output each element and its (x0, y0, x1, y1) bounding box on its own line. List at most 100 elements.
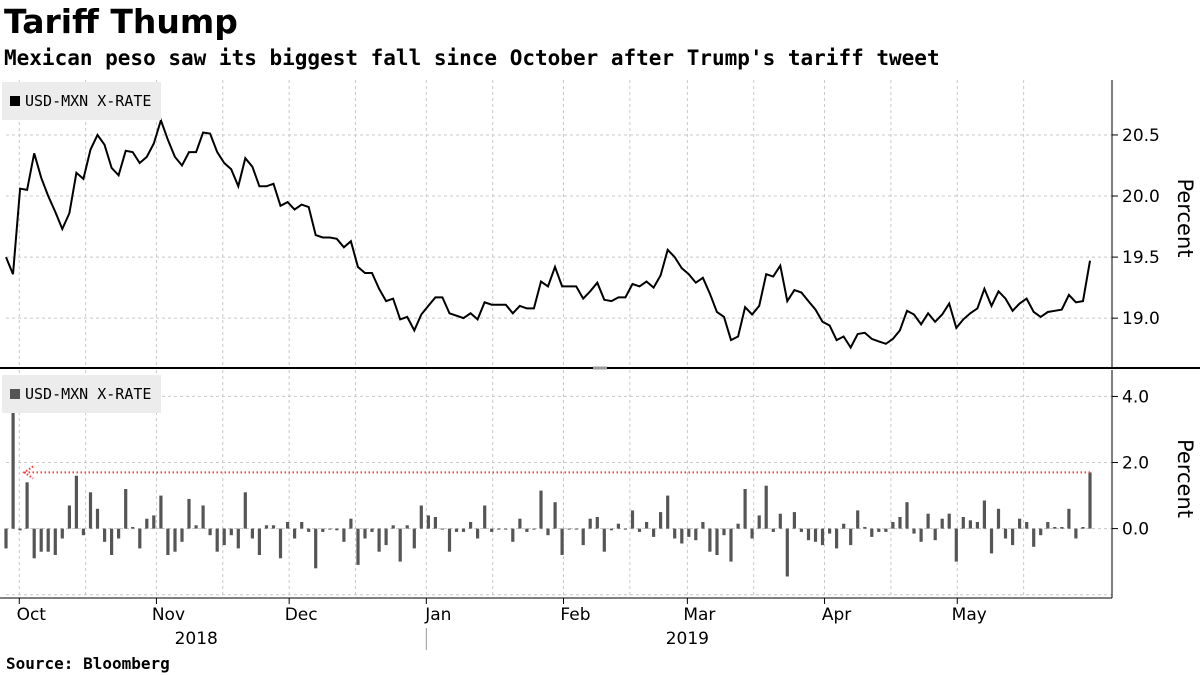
bar (363, 528, 367, 539)
bar (67, 505, 71, 529)
bar (412, 528, 416, 549)
bar (560, 528, 564, 555)
bar (743, 489, 747, 529)
bar (405, 525, 409, 529)
bar (103, 528, 107, 542)
top-legend: USD-MXN X-RATE (2, 82, 162, 120)
bar (152, 515, 156, 529)
bar (286, 522, 290, 529)
bar (95, 508, 100, 529)
bar (982, 500, 986, 529)
source-note: Source: Bloomberg (6, 654, 170, 673)
bar (321, 528, 325, 532)
bar (673, 528, 677, 539)
bar (722, 528, 726, 536)
bar (912, 528, 916, 534)
bar (138, 528, 142, 549)
bar (81, 528, 85, 536)
bar (145, 518, 149, 529)
top-y-tick-label: 20.5 (1122, 126, 1160, 146)
x-tick-label-oct: Oct (17, 605, 47, 625)
bar (574, 528, 578, 530)
top-y-tick-label: 19.0 (1122, 309, 1160, 329)
x-tick-label-may: May (952, 605, 987, 625)
bar (117, 528, 121, 539)
bottom-legend-label: USD-MXN X-RATE (25, 385, 152, 403)
bar (88, 492, 93, 529)
bar (391, 525, 395, 529)
line-series (5, 117, 1091, 350)
legend-swatch (10, 389, 20, 399)
bar (729, 528, 733, 562)
bar (264, 525, 269, 529)
bar (933, 528, 937, 541)
bar (1081, 527, 1085, 529)
bar (370, 528, 374, 532)
bar (609, 528, 613, 531)
bar-series (4, 409, 1092, 577)
bar (666, 495, 670, 529)
bottom-y-axis-title: Percent (1173, 439, 1197, 518)
bar (469, 522, 473, 529)
axes (0, 80, 1200, 650)
bar (588, 518, 592, 529)
bar (173, 528, 177, 552)
bar (1011, 528, 1015, 546)
bar (659, 512, 663, 529)
bar (806, 528, 811, 541)
bar (124, 489, 128, 529)
bar (25, 482, 29, 529)
bar (1053, 527, 1057, 529)
bar (461, 528, 466, 532)
bar (954, 528, 958, 562)
bar (750, 528, 754, 539)
x-tick-label-dec: Dec (285, 605, 318, 625)
bar (46, 528, 50, 552)
bar (532, 528, 536, 530)
bar (778, 513, 782, 529)
x-tick-label-apr: Apr (822, 605, 851, 625)
bar (11, 409, 15, 529)
bar (708, 528, 712, 552)
x-tick-label-nov: Nov (152, 605, 185, 625)
bar (39, 528, 43, 552)
bar (863, 527, 867, 529)
bottom-y-tick-label: 4.0 (1122, 387, 1149, 407)
bar (996, 508, 1001, 529)
bar (328, 528, 332, 530)
bar (842, 523, 846, 529)
bar (53, 528, 57, 555)
bar (1060, 527, 1064, 529)
bottom-legend: USD-MXN X-RATE (2, 375, 162, 413)
bar (616, 523, 620, 529)
bar (60, 528, 64, 539)
bar (905, 502, 909, 529)
bar (398, 528, 402, 562)
axis-labels: 19.0 19.5 20.0 20.5 0.0 2.0 4.0 Percent Percent O… (17, 126, 1197, 649)
bar (849, 528, 853, 546)
bar (919, 528, 923, 542)
bar (384, 528, 388, 546)
bar (483, 505, 487, 529)
bar (490, 528, 494, 532)
bar (229, 528, 233, 536)
bar (426, 515, 430, 529)
bar (222, 528, 226, 546)
legend-swatch (10, 96, 20, 106)
bar (799, 528, 803, 532)
bar (201, 505, 205, 529)
bar (518, 518, 522, 529)
bar (820, 528, 825, 546)
annotation-arrowhead (22, 465, 34, 480)
bar (771, 528, 775, 532)
bar (595, 517, 599, 529)
bar (314, 528, 318, 569)
bar (1067, 508, 1071, 529)
bar (828, 528, 832, 534)
bar (166, 528, 170, 555)
bottom-y-tick-label: 2.0 (1122, 454, 1149, 474)
bar (687, 528, 691, 537)
bar (961, 517, 965, 529)
bar (736, 523, 740, 529)
